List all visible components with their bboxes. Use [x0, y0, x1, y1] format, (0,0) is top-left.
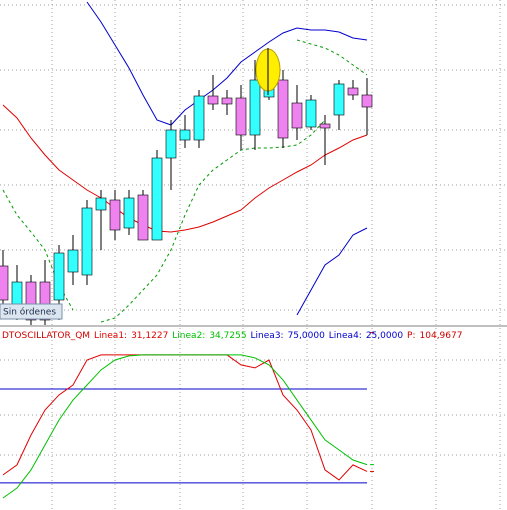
line-value: 34,7255 — [209, 331, 246, 341]
candle-body — [123, 197, 135, 229]
line-name: Linea2: — [172, 331, 205, 341]
candle-body — [333, 83, 345, 116]
candle-body — [151, 157, 163, 241]
price-panel — [0, 1, 373, 325]
candle-body — [361, 94, 373, 108]
oscillator-panel — [0, 332, 374, 499]
overlay-line — [2, 119, 326, 323]
candle-body — [0, 265, 9, 301]
candle-body — [277, 79, 289, 139]
candle-body — [347, 87, 359, 96]
candle-body — [53, 252, 65, 301]
overlay-line — [2, 104, 368, 233]
candle-body — [81, 207, 93, 276]
p-value: 104,9677 — [420, 331, 463, 341]
candle-body — [249, 79, 261, 136]
line-value: 31,1227 — [131, 331, 168, 341]
candle-body — [291, 102, 303, 129]
candle-body — [25, 281, 37, 321]
candle-body — [109, 199, 121, 231]
status-label: Sin órdenes — [3, 307, 56, 318]
candle-body — [165, 129, 177, 159]
line-name: Linea1: — [94, 331, 127, 341]
p-name: P: — [407, 331, 415, 341]
overlay-line — [86, 1, 368, 126]
level-name: Linea4: — [329, 331, 362, 341]
candle-body — [235, 97, 247, 136]
oscillator-line — [2, 354, 368, 481]
candle-body — [11, 281, 23, 306]
overlay-line — [296, 39, 368, 76]
candle-body — [319, 123, 331, 129]
level-value: 25,0000 — [366, 331, 403, 341]
candle-body — [67, 249, 79, 273]
level-value: 75,0000 — [288, 331, 325, 341]
candle-body — [305, 99, 317, 128]
candle-body — [179, 129, 191, 141]
overlay-line — [296, 227, 368, 316]
candle-body — [193, 95, 205, 141]
status-box — [0, 303, 63, 320]
candle-body — [207, 95, 219, 105]
candle-body — [137, 194, 149, 241]
oscillator-line — [2, 354, 368, 499]
indicator-title: DTOSCILLATOR_QM — [2, 331, 90, 341]
candle-body — [39, 281, 51, 321]
candle-body — [95, 197, 107, 211]
level-name: Linea3: — [251, 331, 284, 341]
candle-body — [221, 97, 233, 105]
indicator-header: DTOSCILLATOR_QM Linea1: 31,1227 Linea2: 34,7… — [2, 331, 462, 341]
